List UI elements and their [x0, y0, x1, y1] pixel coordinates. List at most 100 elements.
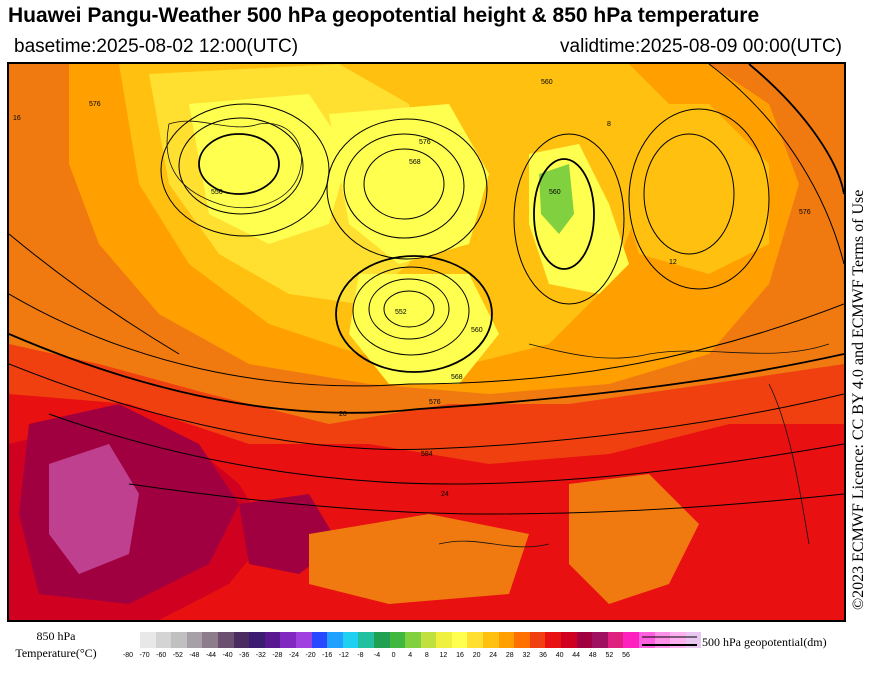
tick-label: 8	[424, 652, 429, 659]
tick-label: -16	[322, 652, 333, 659]
contour-label: 584	[421, 451, 433, 458]
geopotential-contours	[9, 64, 844, 515]
temperature-zone-mild-east	[609, 104, 769, 274]
contour-label: 576	[429, 399, 441, 406]
tick-label: 16	[456, 652, 464, 659]
tick-label: -4	[373, 652, 381, 659]
tick-label: -80	[122, 652, 134, 659]
tick-label: 12	[439, 652, 448, 659]
line-legend-label: 500 hPa geopotential(dm)	[702, 635, 827, 649]
tick-label: -32	[255, 652, 266, 659]
legend-title: 850 hPa Temperature(°C)	[6, 628, 106, 662]
tick-label: 0	[391, 652, 396, 659]
color-scale-bar	[140, 632, 702, 648]
temperature-zone-green	[539, 164, 574, 234]
basetime-label: basetime:2025-08-02 12:00(UTC)	[14, 36, 299, 57]
contour-label: 568	[451, 374, 463, 381]
temperature-zone-peak	[49, 444, 139, 574]
contour-label: 576	[419, 139, 431, 146]
tick-label: -40	[222, 652, 233, 659]
legend-title-line2: Temperature(°C)	[15, 646, 97, 660]
tick-label: -36	[239, 652, 250, 659]
color-swatch	[483, 632, 499, 648]
contour-labels: 560 576 552 556 560 568 576 584 560 576 …	[13, 79, 811, 498]
temp-label: 8	[607, 121, 611, 128]
temp-label: 12	[669, 259, 677, 266]
tick-label: -24	[288, 652, 300, 659]
color-swatch	[280, 632, 296, 648]
tick-label: 32	[522, 652, 531, 659]
color-swatch	[295, 632, 312, 648]
legend-title-line1: 850 hPa	[36, 629, 76, 643]
contour-label: 568	[409, 159, 421, 166]
map-canvas: 560 576 552 556 560 568 576 584 560 576 …	[9, 64, 844, 620]
temperature-zone-south-orange	[569, 474, 699, 604]
tick-label: 52	[605, 652, 614, 659]
color-swatch	[498, 632, 515, 648]
color-swatch	[140, 632, 156, 648]
temp-label: 16	[13, 115, 21, 122]
tick-label: -52	[172, 652, 183, 659]
color-swatch	[436, 632, 452, 648]
color-swatch	[311, 632, 328, 648]
tick-label: -60	[156, 652, 167, 659]
color-scale-ticks: -80 -70 -60 -52 -48 -44 -40 -36 -32 -28 -24 -20 -16-…	[118, 652, 638, 664]
color-swatch	[202, 632, 218, 648]
tick-label: 24	[489, 652, 498, 659]
tick-label: 44	[572, 652, 581, 659]
color-swatch	[623, 632, 639, 648]
color-swatch	[358, 632, 374, 648]
tick-label: -28	[272, 652, 283, 659]
color-swatch	[451, 632, 468, 648]
color-swatch	[217, 632, 234, 648]
color-swatch	[327, 632, 343, 648]
tick-label: -44	[205, 652, 217, 659]
color-swatch	[373, 632, 390, 648]
temperature-zone-south-orange-b	[309, 514, 529, 604]
temp-label: 24	[441, 491, 449, 498]
color-swatch	[171, 632, 187, 648]
tick-label: -8	[357, 652, 364, 659]
tick-label: 48	[588, 652, 597, 659]
color-swatch	[420, 632, 437, 648]
tick-label: 36	[539, 652, 547, 659]
license-text: ©2023 ECMWF Licence: CC BY 4.0 and ECMWF…	[850, 189, 867, 610]
weather-map: 560 576 552 556 560 568 576 584 560 576 …	[7, 62, 846, 622]
contour-label: 560	[549, 189, 561, 196]
color-swatch	[233, 632, 250, 648]
validtime-label: validtime:2025-08-09 00:00(UTC)	[560, 36, 842, 57]
contour-label: 576	[799, 209, 811, 216]
color-swatch	[576, 632, 593, 648]
color-swatch	[186, 632, 203, 648]
tick-label: -48	[189, 652, 200, 659]
contour-label: 560	[541, 79, 553, 86]
tick-label: 28	[505, 652, 514, 659]
tick-label: 4	[408, 652, 413, 659]
line-legend-sample	[642, 636, 697, 646]
tick-label: -70	[139, 652, 150, 659]
color-swatch	[607, 632, 624, 648]
color-swatch	[342, 632, 359, 648]
contour-label: 576	[89, 101, 101, 108]
color-swatch	[561, 632, 577, 648]
color-swatch	[389, 632, 406, 648]
tick-label: -12	[338, 652, 349, 659]
color-swatch	[529, 632, 546, 648]
color-swatch	[545, 632, 562, 648]
contour-label: 552	[395, 309, 407, 316]
chart-title: Huawei Pangu-Weather 500 hPa geopotentia…	[8, 4, 760, 27]
contour-label: 560	[471, 327, 483, 334]
tick-label: 40	[555, 652, 564, 659]
color-swatch	[467, 632, 484, 648]
color-swatch	[405, 632, 421, 648]
tick-label: 20	[472, 652, 481, 659]
color-swatch	[155, 632, 172, 648]
contour-label: 556	[211, 189, 223, 196]
color-swatch	[592, 632, 608, 648]
color-swatch	[249, 632, 265, 648]
tick-label: 56	[622, 652, 630, 659]
color-swatch	[514, 632, 530, 648]
temp-label: 20	[339, 411, 347, 418]
tick-label: -20	[305, 652, 316, 659]
color-swatch	[264, 632, 281, 648]
